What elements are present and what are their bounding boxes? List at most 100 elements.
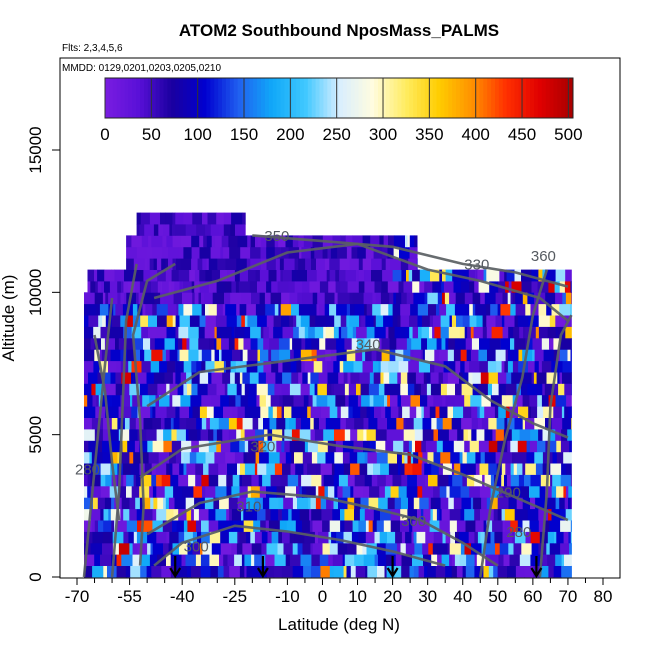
- heatmap-cell: [401, 554, 413, 566]
- heatmap-cell: [354, 303, 365, 316]
- heatmap-cell: [460, 463, 467, 475]
- heatmap-cell: [234, 326, 245, 339]
- heatmap-cell: [179, 406, 190, 418]
- heatmap-cell: [202, 485, 206, 498]
- heatmap-cell: [510, 463, 515, 475]
- heatmap-cell: [513, 326, 520, 339]
- heatmap-cell: [259, 394, 267, 407]
- heatmap-cell: [428, 474, 438, 487]
- heatmap-cell: [186, 326, 189, 339]
- heatmap-cell: [422, 451, 428, 464]
- heatmap-cell: [484, 451, 497, 464]
- heatmap-cell: [432, 280, 436, 293]
- heatmap-cell: [310, 542, 314, 555]
- heatmap-cell: [400, 258, 409, 270]
- heatmap-cell: [342, 485, 351, 498]
- heatmap-cell: [239, 372, 243, 384]
- heatmap-cell: [565, 485, 569, 498]
- heatmap-cell: [416, 406, 422, 418]
- heatmap-cell: [363, 485, 370, 498]
- heatmap-cell: [336, 303, 348, 316]
- heatmap-cell: [84, 531, 88, 544]
- heatmap-cell: [450, 451, 460, 464]
- heatmap-cell: [210, 224, 220, 236]
- heatmap-cell: [535, 463, 543, 475]
- heatmap-cell: [122, 463, 131, 475]
- heatmap-cell: [290, 360, 297, 373]
- heatmap-cell: [327, 360, 334, 373]
- heatmap-cell: [130, 463, 140, 475]
- heatmap-cell: [184, 531, 194, 544]
- heatmap-cell: [173, 417, 180, 430]
- heatmap-cell: [373, 315, 377, 327]
- heatmap-cell: [377, 565, 385, 578]
- heatmap-cell: [506, 269, 515, 282]
- heatmap-cell: [374, 406, 382, 418]
- heatmap-cell: [392, 315, 398, 327]
- heatmap-cell: [418, 383, 422, 396]
- heatmap-cell: [312, 394, 317, 407]
- heatmap-cell: [549, 542, 561, 555]
- heatmap-cell: [160, 212, 166, 225]
- heatmap-cell: [261, 235, 267, 248]
- heatmap-cell: [408, 269, 413, 282]
- heatmap-cell: [324, 303, 330, 316]
- heatmap-cell: [290, 349, 295, 362]
- heatmap-cell: [439, 520, 451, 532]
- heatmap-cell: [545, 497, 556, 510]
- heatmap-cell: [159, 360, 168, 373]
- heatmap-cell: [192, 542, 201, 555]
- heatmap-cell: [422, 417, 432, 430]
- heatmap-cell: [168, 542, 173, 555]
- heatmap-cell: [478, 349, 488, 362]
- heatmap-cell: [368, 520, 374, 532]
- heatmap-cell: [183, 360, 192, 373]
- heatmap-cell: [525, 531, 531, 544]
- heatmap-cell: [550, 474, 553, 487]
- heatmap-cell: [535, 315, 540, 327]
- heatmap-cell: [292, 542, 298, 555]
- heatmap-cell: [208, 303, 218, 316]
- heatmap-cell: [480, 372, 489, 384]
- heatmap-cell: [335, 394, 346, 407]
- heatmap-cell: [456, 520, 466, 532]
- heatmap-cell: [128, 531, 135, 544]
- heatmap-cell: [180, 258, 192, 270]
- heatmap-cell: [328, 554, 334, 566]
- heatmap-cell: [260, 520, 267, 532]
- heatmap-cell: [141, 360, 152, 373]
- heatmap-cell: [182, 292, 193, 305]
- heatmap-cell: [90, 485, 102, 498]
- heatmap-cell: [138, 292, 144, 305]
- heatmap-cell: [84, 474, 88, 487]
- heatmap-cell: [244, 383, 250, 396]
- heatmap-cell: [222, 372, 231, 384]
- heatmap-cell: [181, 451, 184, 464]
- heatmap-cell: [321, 406, 331, 418]
- heatmap-cell: [143, 337, 151, 350]
- heatmap-cell: [454, 337, 466, 350]
- x-tick-label: 10: [348, 587, 367, 606]
- heatmap-cell: [497, 497, 509, 510]
- colorbar-swatch: [292, 78, 297, 118]
- heatmap-cell: [387, 394, 391, 407]
- heatmap-cell: [115, 383, 125, 396]
- heatmap-cell: [548, 508, 552, 521]
- heatmap-cell: [250, 326, 262, 339]
- heatmap-cell: [401, 474, 408, 487]
- heatmap-cell: [216, 440, 222, 453]
- heatmap-cell: [429, 520, 440, 532]
- heatmap-cell: [262, 497, 270, 510]
- heatmap-cell: [137, 520, 142, 532]
- heatmap-cell: [202, 212, 208, 225]
- heatmap-cell: [423, 372, 427, 384]
- heatmap-cell: [421, 463, 425, 475]
- heatmap-cell: [476, 315, 483, 327]
- heatmap-cell: [312, 292, 318, 305]
- heatmap-cell: [348, 406, 354, 418]
- flights-subtitle: Flts: 2,3,4,5,6: [62, 43, 123, 54]
- heatmap-cell: [564, 280, 571, 293]
- heatmap-cell: [125, 315, 134, 327]
- heatmap-cell: [311, 337, 320, 350]
- heatmap-cell: [501, 474, 505, 487]
